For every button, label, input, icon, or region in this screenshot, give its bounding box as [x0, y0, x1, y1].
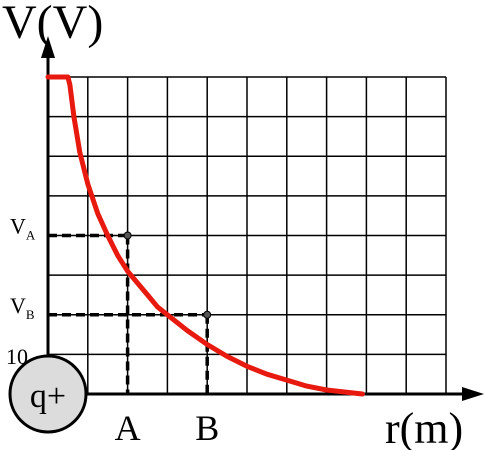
x-marker-label: A — [115, 408, 141, 448]
y-marker-label: VA — [10, 214, 36, 243]
marker-point — [123, 231, 132, 240]
x-marker-label: B — [195, 408, 219, 448]
y-axis-arrow-icon — [41, 36, 55, 58]
y-marker-label-sub: A — [26, 228, 36, 243]
point-charge: q+ — [8, 354, 88, 434]
x-axis-label: r(m) — [385, 404, 463, 450]
y-axis-label: V(V) — [2, 0, 103, 49]
potential-curve — [45, 74, 365, 397]
y-tick-label: 10 — [6, 344, 28, 369]
y-marker-label-sub: B — [26, 307, 35, 322]
charge-circle — [8, 354, 88, 434]
y-marker-label-main: V — [10, 293, 26, 318]
charge-label: q+ — [30, 378, 66, 415]
y-marker-label: VB — [10, 293, 35, 322]
marker-point — [203, 310, 212, 319]
marker-points — [123, 231, 212, 319]
marker-guides — [48, 233, 209, 394]
y-marker-label-main: V — [10, 214, 26, 239]
x-axis-arrow-icon — [462, 387, 484, 401]
